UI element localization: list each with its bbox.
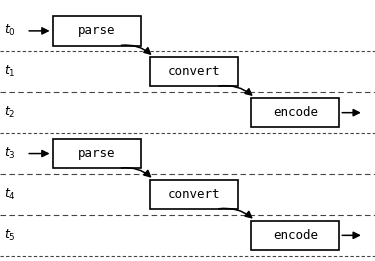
FancyBboxPatch shape — [251, 221, 339, 250]
Text: parse: parse — [78, 147, 116, 160]
FancyBboxPatch shape — [53, 139, 141, 168]
Text: $t_4$: $t_4$ — [4, 187, 16, 202]
FancyBboxPatch shape — [251, 98, 339, 127]
Text: $t_1$: $t_1$ — [4, 64, 15, 79]
Text: encode: encode — [273, 229, 318, 242]
Text: $t_0$: $t_0$ — [4, 23, 16, 38]
Text: convert: convert — [168, 65, 220, 78]
FancyBboxPatch shape — [150, 180, 238, 209]
FancyBboxPatch shape — [150, 57, 238, 86]
Text: parse: parse — [78, 24, 116, 37]
Text: $t_5$: $t_5$ — [4, 228, 15, 243]
Text: $t_3$: $t_3$ — [4, 146, 15, 161]
Text: convert: convert — [168, 188, 220, 201]
FancyBboxPatch shape — [53, 16, 141, 46]
Text: encode: encode — [273, 106, 318, 119]
Text: $t_2$: $t_2$ — [4, 105, 15, 120]
